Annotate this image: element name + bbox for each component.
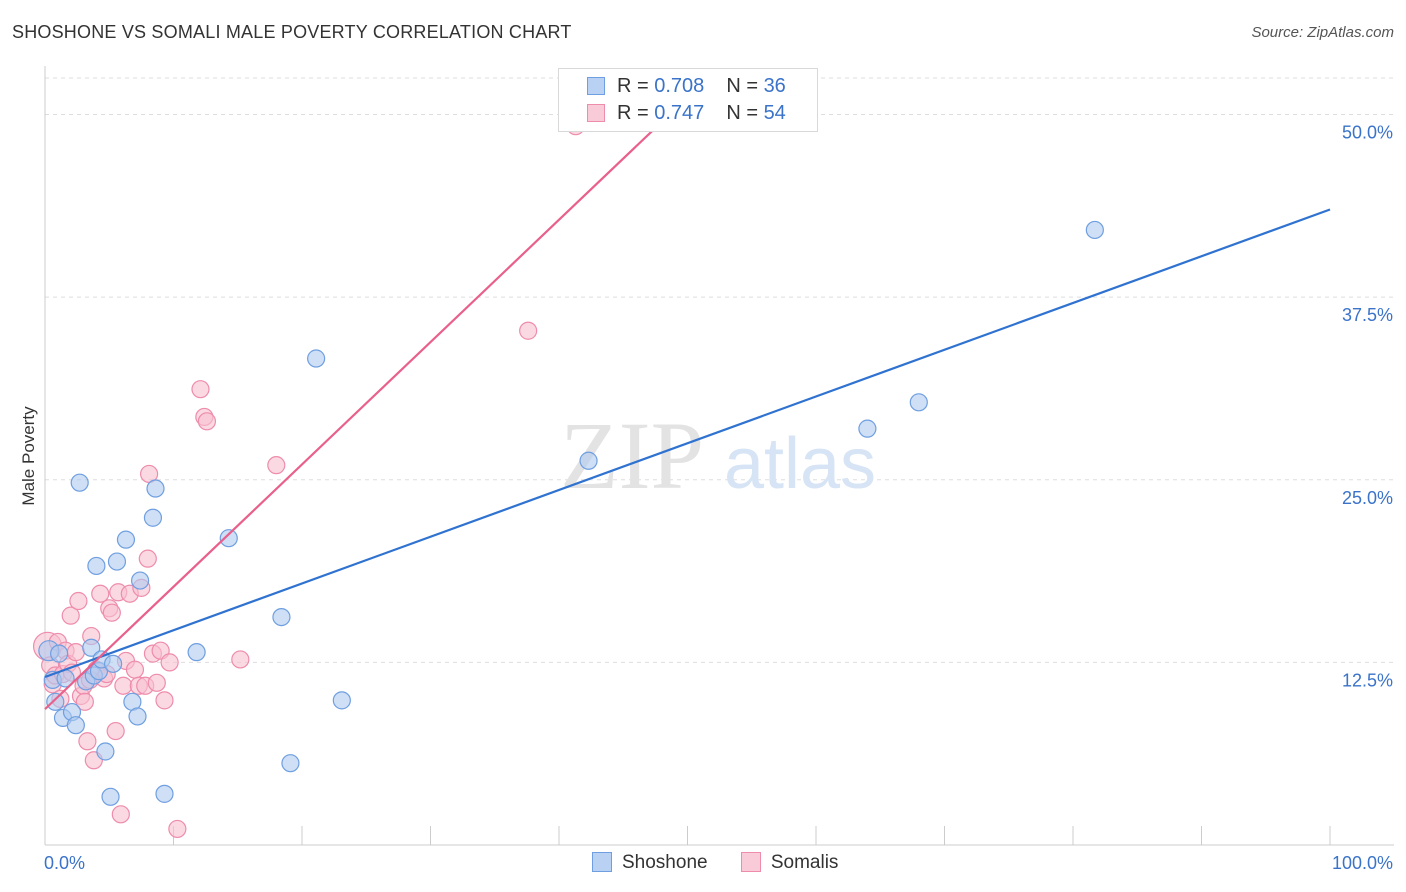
shoshone-point (1085, 220, 1104, 240)
legend: R = 0.708 N = 36 R = 0.747 N = 54 (558, 68, 818, 132)
shoshone-trend-line (44, 208, 1331, 679)
somali-point (231, 650, 250, 669)
watermark-atlas: atlas (724, 424, 876, 504)
shoshone-point (155, 784, 174, 803)
somali-label: Somalis (770, 852, 839, 873)
shoshone-point (146, 479, 165, 498)
somali-swatch (740, 852, 761, 872)
y-tick-label: 25.0% (1342, 488, 1393, 508)
shoshone-point (307, 349, 326, 368)
shoshone-point (143, 508, 163, 527)
somali-point (114, 676, 133, 695)
shoshone-point (187, 643, 206, 662)
somali-points (32, 117, 585, 839)
shoshone-swatch (592, 852, 612, 872)
shoshone-point (116, 530, 136, 549)
tick-labels: 12.5% 25.0% 37.5% 50.0% 0.0% 100.0% (44, 123, 1393, 873)
legend-r-value: 0.747 (654, 102, 705, 124)
somali-trend-line (44, 113, 671, 710)
shoshone-point (107, 552, 127, 571)
shoshone-point (128, 707, 147, 726)
somali-point (125, 660, 145, 679)
somali-point (197, 412, 217, 431)
shoshone-point (87, 556, 106, 576)
legend-n-label: N = (726, 102, 758, 124)
shoshone-point (50, 644, 69, 663)
legend-swatch-shoshone (587, 77, 605, 95)
somali-point (106, 721, 125, 741)
chart-title: SHOSHONE VS SOMALI MALE POVERTY CORRELAT… (12, 22, 572, 42)
watermark: ZIP atlas (560, 402, 876, 509)
legend-r-value: 0.708 (654, 75, 705, 97)
somali-point (75, 692, 94, 711)
legend-row-shoshone: R = 0.708 N = 36 (587, 75, 786, 97)
source-label: Source: ZipAtlas.com (1251, 24, 1394, 41)
somali-point (168, 819, 187, 839)
x-tick-label-max: 100.0% (1332, 853, 1393, 873)
somali-point (61, 606, 80, 625)
bottom-legend: Shoshone Somalis (592, 852, 866, 874)
trend-lines (44, 113, 1331, 710)
somali-point (191, 380, 210, 399)
shoshone-point (332, 691, 351, 710)
shoshone-points (38, 220, 1104, 806)
bottom-legend-somali: Somalis (740, 852, 839, 874)
shoshone-point (858, 419, 877, 438)
shoshone-point (46, 692, 65, 711)
somali-point (111, 805, 130, 824)
somali-point (147, 673, 166, 692)
axes (44, 66, 1394, 846)
grid-lines (45, 77, 1394, 663)
somali-point (160, 653, 179, 672)
shoshone-point (70, 473, 89, 492)
legend-r-label: R = (617, 75, 649, 97)
somali-point (91, 584, 110, 603)
shoshone-point (104, 654, 123, 673)
shoshone-label: Shoshone (622, 852, 708, 873)
somali-point (267, 456, 286, 475)
bottom-legend-shoshone: Shoshone (592, 852, 708, 874)
shoshone-point (281, 754, 300, 773)
somali-point (78, 732, 97, 751)
somali-point (155, 691, 174, 710)
somali-point (69, 591, 88, 611)
shoshone-point (219, 529, 238, 548)
shoshone-point (909, 393, 928, 412)
somali-point (102, 603, 121, 622)
legend-swatch-somali (587, 104, 605, 122)
somali-point (66, 643, 85, 662)
shoshone-point (272, 607, 291, 627)
somali-point (138, 549, 157, 568)
y-tick-label: 37.5% (1342, 305, 1393, 325)
x-tick-label-min: 0.0% (44, 853, 85, 873)
shoshone-point (101, 787, 120, 806)
legend-r-label: R = (617, 102, 649, 124)
shoshone-point (130, 571, 150, 590)
somali-point (519, 321, 538, 340)
y-tick-label: 50.0% (1342, 123, 1393, 143)
legend-n-value: 54 (763, 102, 786, 124)
shoshone-point (82, 638, 101, 657)
y-axis-label: Male Poverty (19, 406, 38, 506)
shoshone-point (579, 451, 598, 470)
y-tick-label: 12.5% (1342, 670, 1393, 690)
legend-row-somali: R = 0.747 N = 54 (587, 102, 786, 124)
shoshone-point (96, 742, 115, 761)
legend-n-label: N = (726, 75, 758, 97)
shoshone-point (66, 716, 85, 735)
legend-n-value: 36 (763, 75, 786, 97)
